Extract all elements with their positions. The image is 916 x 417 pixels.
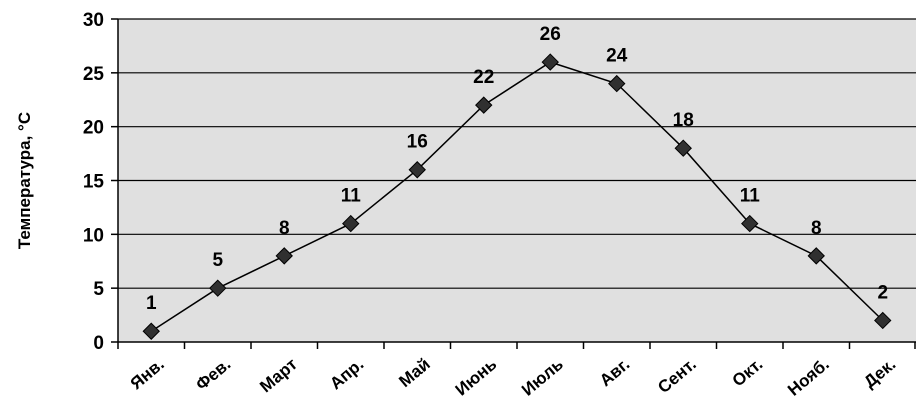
data-point	[541, 53, 559, 71]
data-point	[275, 247, 293, 265]
y-tick-label: 25	[83, 64, 105, 85]
data-point	[475, 96, 493, 114]
data-label: 11	[341, 186, 362, 207]
x-tick-label: Дек.	[860, 355, 899, 392]
data-point	[874, 311, 892, 330]
x-tick-label: Нояб.	[784, 355, 833, 400]
x-tick-label: Март	[256, 355, 301, 397]
data-point	[142, 322, 160, 340]
x-tick-label: Сент.	[654, 355, 700, 398]
data-label: 18	[673, 110, 694, 131]
data-label: 26	[540, 24, 561, 45]
data-point	[674, 139, 692, 157]
data-label: 11	[740, 186, 761, 207]
y-tick-label: 10	[83, 225, 104, 246]
data-markers	[142, 53, 892, 340]
x-tick-label: Апр.	[326, 355, 367, 394]
data-label: 2	[877, 282, 888, 303]
y-tick-label: 30	[83, 10, 104, 31]
data-label: 8	[811, 218, 822, 239]
data-point	[408, 161, 426, 179]
data-point	[209, 279, 227, 297]
series-line	[150, 61, 884, 332]
y-axis-label: Температура, °С	[15, 112, 34, 249]
x-tick-label: Янв.	[127, 355, 168, 394]
gridlines	[118, 18, 916, 289]
axes	[111, 18, 916, 349]
data-point	[342, 214, 360, 233]
x-tick-label: Фев.	[192, 355, 234, 395]
y-tick-label: 20	[83, 118, 104, 139]
x-tick-label: Май	[395, 355, 433, 392]
x-tick-label: Авг.	[596, 355, 633, 391]
y-tick-label: 5	[93, 279, 104, 300]
data-point	[741, 214, 759, 233]
data-label: 5	[212, 250, 223, 271]
y-tick-labels: 0 5 10 15 20 25 30	[83, 10, 105, 354]
data-label: 1	[146, 293, 157, 314]
x-tick-label: Июль	[518, 355, 567, 400]
x-tick-label: Июнь	[452, 355, 501, 400]
y-tick-label: 15	[83, 172, 105, 193]
data-point	[807, 247, 825, 265]
data-label: 16	[407, 132, 428, 153]
data-label: 24	[606, 46, 628, 67]
x-tick-labels: Янв. Фев. Март Апр. Май Июнь Июль Авг. Сент. Окт.…	[127, 355, 900, 400]
data-label: 8	[279, 218, 290, 239]
data-labels: 1 5 8 11 16 22 26 24 18 11 8 2	[146, 24, 888, 314]
data-point	[608, 74, 626, 93]
data-label: 22	[473, 67, 494, 88]
x-tick-label: Окт.	[729, 355, 767, 391]
y-tick-label: 0	[93, 333, 104, 354]
